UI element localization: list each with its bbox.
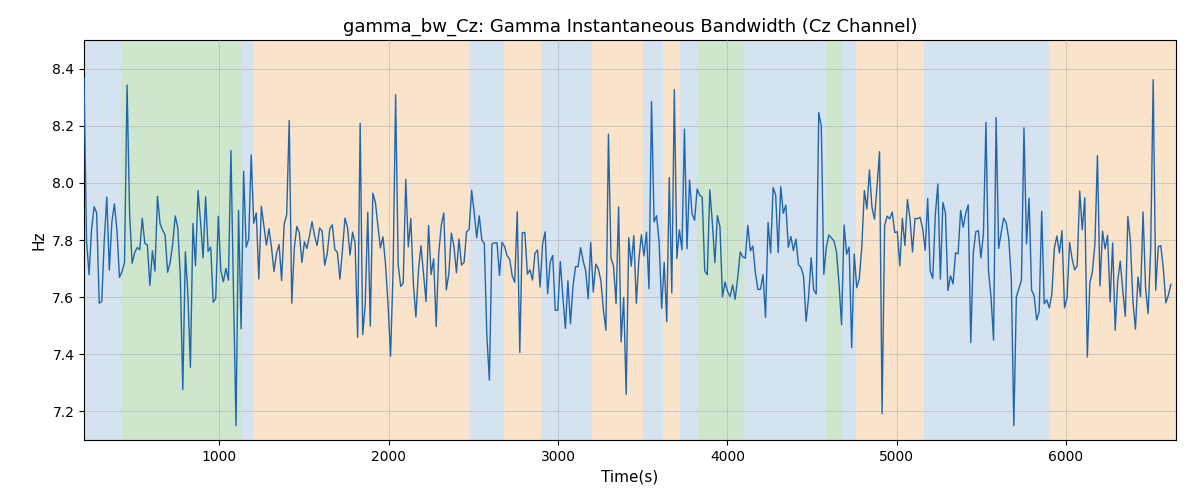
- Bar: [504, 40, 541, 440]
- Bar: [697, 40, 744, 440]
- Bar: [826, 40, 842, 440]
- Bar: [856, 40, 924, 440]
- Bar: [592, 40, 643, 440]
- X-axis label: Time(s): Time(s): [601, 470, 659, 484]
- Bar: [1049, 40, 1069, 440]
- Bar: [842, 40, 856, 440]
- Bar: [680, 40, 697, 440]
- Bar: [84, 40, 121, 440]
- Bar: [541, 40, 592, 440]
- Bar: [924, 40, 1049, 440]
- Y-axis label: Hz: Hz: [31, 230, 47, 250]
- Title: gamma_bw_Cz: Gamma Instantaneous Bandwidth (Cz Channel): gamma_bw_Cz: Gamma Instantaneous Bandwid…: [343, 18, 917, 36]
- Bar: [241, 40, 253, 440]
- Bar: [253, 40, 470, 440]
- Bar: [744, 40, 826, 440]
- Bar: [664, 40, 680, 440]
- Bar: [470, 40, 504, 440]
- Bar: [1069, 40, 1176, 440]
- Bar: [643, 40, 664, 440]
- Bar: [121, 40, 241, 440]
